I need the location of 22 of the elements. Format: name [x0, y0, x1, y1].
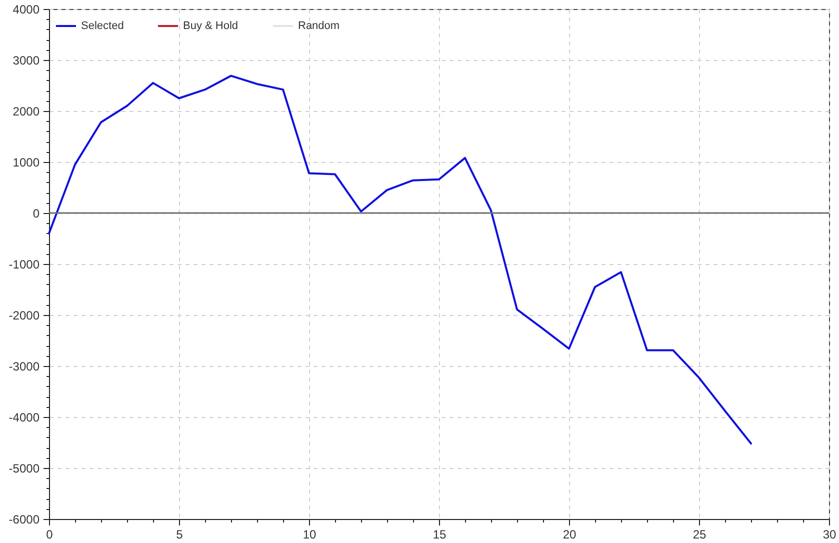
x-tick-label: 30	[822, 528, 836, 542]
y-tick-label: -6000	[8, 512, 40, 526]
y-tick-label: 1000	[12, 156, 40, 170]
y-tick-label: 2000	[12, 104, 40, 118]
x-tick-label: 0	[46, 528, 54, 542]
x-tick-label: 25	[692, 528, 706, 542]
y-tick-label: 0	[32, 206, 40, 220]
y-tick-label: -1000	[8, 258, 40, 272]
legend-label: Selected	[81, 20, 124, 32]
y-tick-label: -4000	[8, 410, 40, 424]
x-tick-label: 20	[562, 528, 576, 542]
legend-label: Random	[298, 20, 340, 32]
y-tick-label: 4000	[12, 2, 40, 16]
line-series	[48, 74, 752, 445]
y-tick-label: 3000	[12, 54, 40, 68]
x-tick-label: 15	[432, 528, 446, 542]
y-tick-label: -5000	[8, 462, 40, 476]
x-tick-label: 10	[302, 528, 316, 542]
x-tick-label: 5	[176, 528, 184, 542]
y-tick-label: -2000	[8, 308, 40, 322]
legend-label: Buy & Hold	[183, 20, 238, 32]
y-tick-label: -3000	[8, 360, 40, 374]
